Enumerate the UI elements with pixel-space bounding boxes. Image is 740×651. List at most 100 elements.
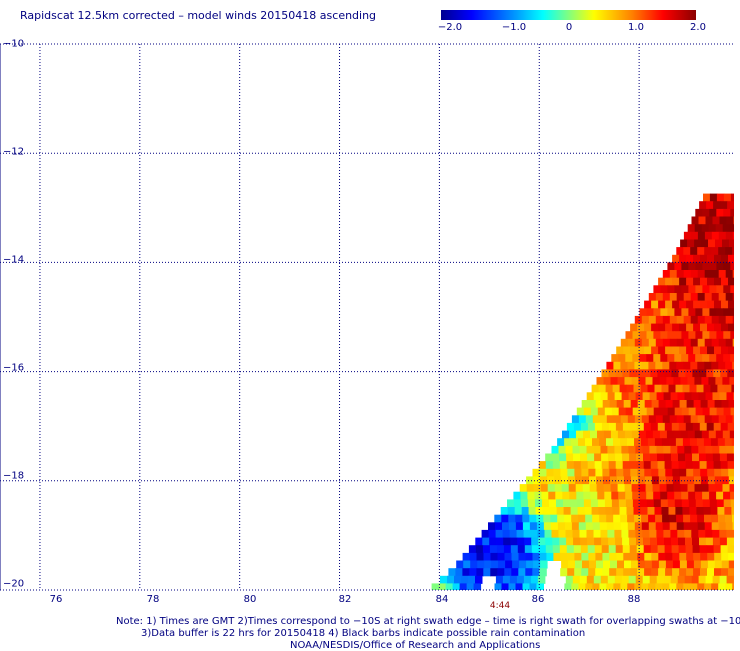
swath-cell <box>648 362 656 370</box>
swath-cell <box>686 568 694 576</box>
swath-cell <box>578 515 586 523</box>
swath-cell <box>573 538 581 546</box>
swath-cell <box>532 568 540 576</box>
swath-cell <box>586 522 594 530</box>
swath-cell <box>530 583 538 590</box>
swath-cell <box>505 553 513 561</box>
swath-cell <box>607 446 615 454</box>
swath-cell <box>675 507 683 515</box>
swath-cell <box>621 522 629 530</box>
swath-cell <box>550 507 558 515</box>
swath-cell <box>653 431 661 439</box>
swath-cell <box>693 545 701 553</box>
swath-cell <box>672 423 680 431</box>
swath-cell <box>574 423 582 431</box>
swath-cell <box>516 522 524 530</box>
swath-cell <box>651 347 659 355</box>
swath-cell <box>723 308 731 316</box>
swath-cell <box>448 568 456 576</box>
swath-cell <box>498 561 506 569</box>
swath-cell <box>514 499 522 507</box>
swath-cell <box>667 484 675 492</box>
swath-cell <box>642 522 650 530</box>
swath-cell <box>620 507 628 515</box>
swath-cell <box>595 553 603 561</box>
swath-cell <box>730 224 734 232</box>
swath-cell <box>468 576 476 584</box>
swath-cell <box>529 507 537 515</box>
swath-cell <box>685 538 693 546</box>
swath-cell <box>677 530 685 538</box>
swath-cell <box>627 583 635 590</box>
swath-cell <box>714 255 722 263</box>
swath-cell <box>710 408 718 416</box>
swath-cell <box>695 262 703 270</box>
swath-cell <box>602 369 610 377</box>
swath-cell <box>673 476 681 484</box>
swath-cell <box>676 385 684 393</box>
swath-cell <box>637 545 645 553</box>
swath-cell <box>660 431 668 439</box>
swath-cell <box>606 385 614 393</box>
swath-cell <box>432 583 440 590</box>
swath-cell <box>460 583 468 590</box>
swath-cell <box>703 194 711 202</box>
swath-cell <box>520 492 528 500</box>
swath-cell <box>571 438 579 446</box>
swath-cell <box>698 530 706 538</box>
swath-cell <box>597 431 605 439</box>
swath-cell <box>672 469 680 477</box>
swath-cell <box>726 316 734 324</box>
swath-cell <box>571 515 579 523</box>
swath-cell <box>704 247 712 255</box>
swath-cell <box>496 538 504 546</box>
swath-cell <box>537 522 545 530</box>
swath-cell <box>523 522 531 530</box>
swath-cell <box>707 568 715 576</box>
swath-cell <box>604 377 612 385</box>
swath-cell <box>674 262 682 270</box>
swath-cell <box>597 492 605 500</box>
swath-cell <box>575 561 583 569</box>
swath-cell <box>660 354 668 362</box>
swath-cell <box>678 392 686 400</box>
swath-cell <box>710 194 718 202</box>
swath-cell <box>623 461 631 469</box>
swath-cell <box>662 507 670 515</box>
swath-cell <box>659 400 667 408</box>
swath-cell <box>590 484 598 492</box>
swath-cell <box>677 415 685 423</box>
swath-cell <box>665 461 673 469</box>
swath-cell <box>597 484 605 492</box>
swath-cell <box>712 446 720 454</box>
swath-cell <box>653 492 661 500</box>
swath-cell <box>524 538 532 546</box>
swath-cell <box>730 308 734 316</box>
swath-cell <box>615 454 623 462</box>
swath-cell <box>611 431 619 439</box>
swath-cell <box>642 316 650 324</box>
swath-cell <box>658 324 666 332</box>
swath-cell <box>467 583 475 590</box>
swath-cell <box>697 515 705 523</box>
swath-cell <box>658 278 666 286</box>
swath-cell <box>657 576 665 584</box>
swath-cell <box>585 583 593 590</box>
swath-cell <box>676 362 684 370</box>
swath-cell <box>716 492 724 500</box>
swath-cell <box>712 316 720 324</box>
swath-cell <box>625 484 633 492</box>
swath-cell <box>545 454 553 462</box>
swath-cell <box>567 545 575 553</box>
swath-cell <box>484 553 492 561</box>
swath-cell <box>695 484 703 492</box>
swath-cell <box>573 446 581 454</box>
swath-cell <box>567 461 575 469</box>
swath-cell <box>721 469 729 477</box>
swath-cell <box>716 285 724 293</box>
swath-cell <box>686 423 694 431</box>
swath-cell <box>543 515 551 523</box>
swath-cell <box>728 255 734 263</box>
swath-cell <box>732 247 734 255</box>
swath-cell <box>700 301 708 309</box>
